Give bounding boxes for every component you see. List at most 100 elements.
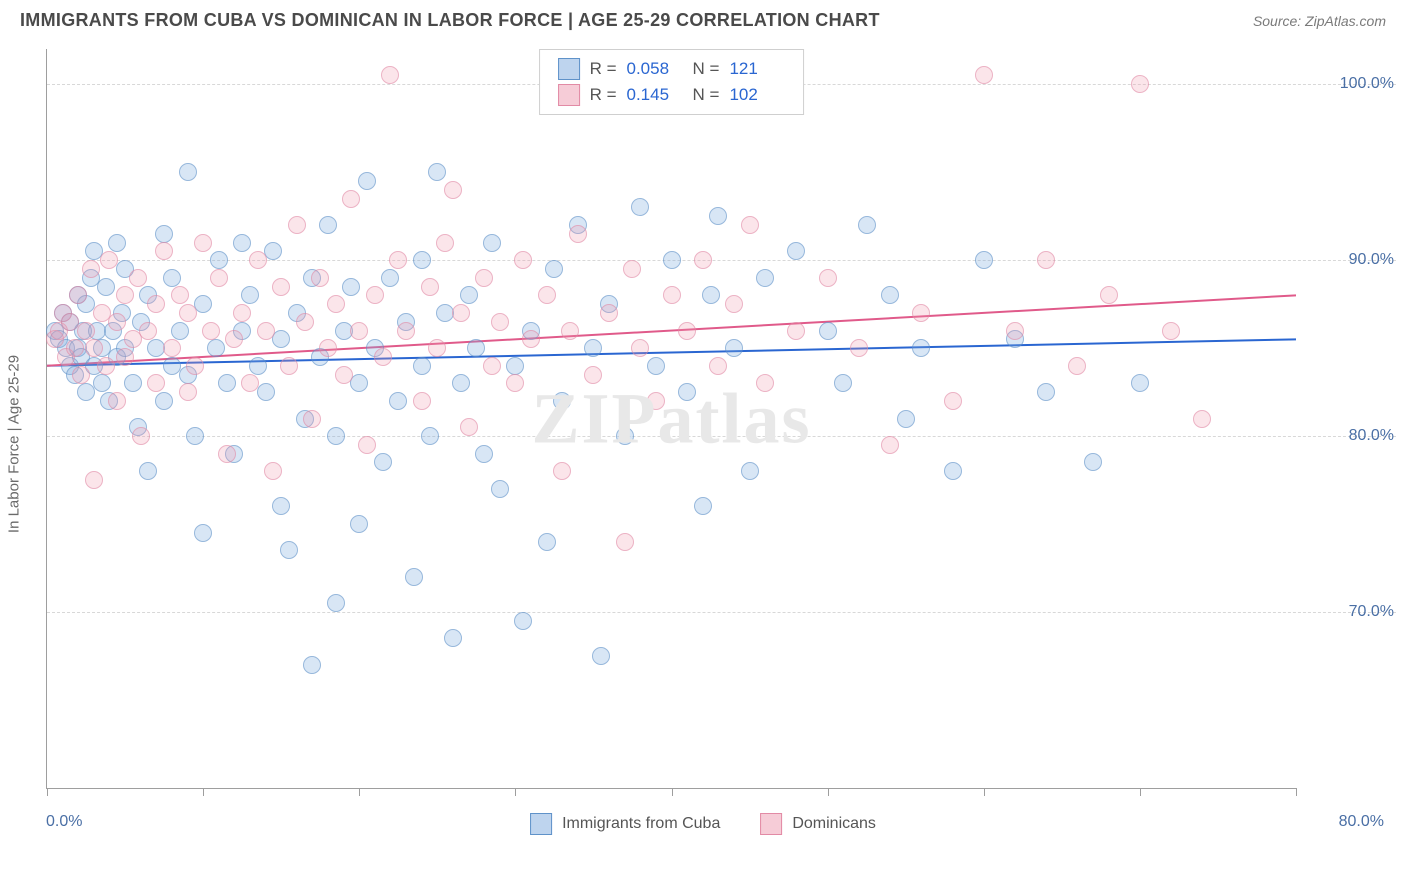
grid-line [47, 612, 1396, 613]
data-point-cuba [678, 383, 696, 401]
data-point-cuba [1131, 374, 1149, 392]
data-point-dominican [850, 339, 868, 357]
data-point-dominican [342, 190, 360, 208]
data-point-cuba [483, 234, 501, 252]
y-tick-label: 70.0% [1349, 603, 1394, 621]
data-point-dominican [186, 357, 204, 375]
x-tick [1296, 788, 1297, 796]
data-point-cuba [233, 234, 251, 252]
data-point-cuba [631, 198, 649, 216]
stat-r-label: R = [590, 59, 617, 79]
legend-swatch-pink [760, 813, 782, 835]
data-point-cuba [139, 462, 157, 480]
data-point-dominican [147, 374, 165, 392]
data-point-cuba [741, 462, 759, 480]
data-point-cuba [163, 269, 181, 287]
data-point-dominican [97, 357, 115, 375]
legend-label: Immigrants from Cuba [562, 815, 720, 833]
data-point-cuba [428, 163, 446, 181]
data-point-dominican [421, 278, 439, 296]
data-point-dominican [584, 366, 602, 384]
data-point-dominican [756, 374, 774, 392]
data-point-dominican [69, 286, 87, 304]
data-point-dominican [787, 322, 805, 340]
data-point-cuba [452, 374, 470, 392]
data-point-dominican [912, 304, 930, 322]
data-point-cuba [834, 374, 852, 392]
data-point-dominican [436, 234, 454, 252]
stat-r-value: 0.058 [627, 59, 683, 79]
data-point-cuba [155, 392, 173, 410]
y-tick-label: 100.0% [1340, 75, 1394, 93]
x-tick [672, 788, 673, 796]
data-point-cuba [647, 357, 665, 375]
data-point-cuba [186, 427, 204, 445]
legend-stats-row: R = 0.145N = 102 [558, 82, 786, 108]
data-point-dominican [116, 286, 134, 304]
data-point-dominican [155, 242, 173, 260]
data-point-dominican [272, 278, 290, 296]
data-point-cuba [1037, 383, 1055, 401]
data-point-dominican [397, 322, 415, 340]
data-point-dominican [210, 269, 228, 287]
data-point-dominican [194, 234, 212, 252]
data-point-cuba [210, 251, 228, 269]
data-point-dominican [389, 251, 407, 269]
data-point-dominican [475, 269, 493, 287]
x-tick [1140, 788, 1141, 796]
data-point-dominican [129, 269, 147, 287]
chart-container: In Labor Force | Age 25-29 ZIPatlas R = … [0, 39, 1406, 849]
data-point-dominican [483, 357, 501, 375]
data-point-dominican [569, 225, 587, 243]
data-point-cuba [553, 392, 571, 410]
data-point-dominican [147, 295, 165, 313]
data-point-dominican [600, 304, 618, 322]
data-point-cuba [897, 410, 915, 428]
data-point-cuba [264, 242, 282, 260]
data-point-dominican [561, 322, 579, 340]
data-point-cuba [93, 374, 111, 392]
data-point-dominican [460, 418, 478, 436]
data-point-cuba [694, 497, 712, 515]
data-point-cuba [272, 330, 290, 348]
data-point-cuba [405, 568, 423, 586]
data-point-cuba [179, 163, 197, 181]
data-point-cuba [272, 497, 290, 515]
y-tick-label: 80.0% [1349, 427, 1394, 445]
data-point-dominican [694, 251, 712, 269]
data-point-dominican [82, 260, 100, 278]
data-point-dominican [452, 304, 470, 322]
data-point-dominican [249, 251, 267, 269]
data-point-cuba [491, 480, 509, 498]
data-point-cuba [249, 357, 267, 375]
data-point-dominican [350, 322, 368, 340]
data-point-dominican [163, 339, 181, 357]
legend-item: Dominicans [760, 813, 876, 835]
data-point-dominican [358, 436, 376, 454]
x-tick [359, 788, 360, 796]
data-point-cuba [787, 242, 805, 260]
data-point-dominican [538, 286, 556, 304]
data-point-dominican [171, 286, 189, 304]
data-point-dominican [1068, 357, 1086, 375]
data-point-cuba [155, 225, 173, 243]
data-point-cuba [475, 445, 493, 463]
data-point-cuba [819, 322, 837, 340]
data-point-cuba [538, 533, 556, 551]
legend-item: Immigrants from Cuba [530, 813, 720, 835]
legend-swatch-pink [558, 84, 580, 106]
data-point-dominican [678, 322, 696, 340]
x-tick [984, 788, 985, 796]
data-point-dominican [553, 462, 571, 480]
x-axis-max-label: 80.0% [1339, 813, 1384, 831]
stat-r-label: R = [590, 85, 617, 105]
data-point-cuba [545, 260, 563, 278]
data-point-cuba [194, 524, 212, 542]
data-point-cuba [207, 339, 225, 357]
data-point-dominican [663, 286, 681, 304]
data-point-cuba [881, 286, 899, 304]
data-point-dominican [100, 251, 118, 269]
data-point-cuba [709, 207, 727, 225]
data-point-dominican [85, 471, 103, 489]
data-point-cuba [124, 374, 142, 392]
